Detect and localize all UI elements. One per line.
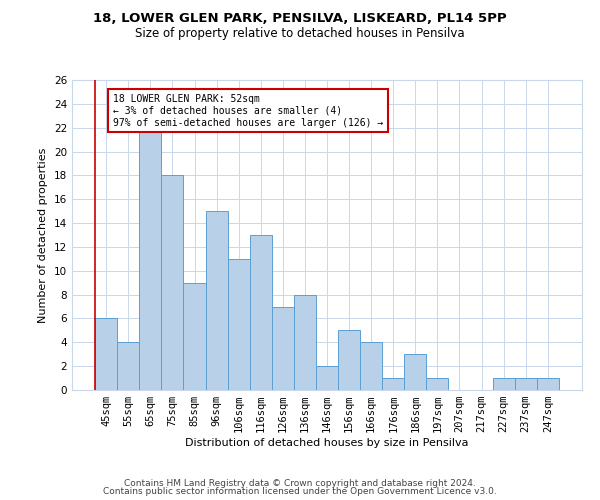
Bar bbox=[250, 235, 272, 390]
Bar bbox=[493, 378, 515, 390]
Bar bbox=[537, 378, 559, 390]
Bar bbox=[515, 378, 537, 390]
Bar bbox=[360, 342, 382, 390]
Bar bbox=[227, 259, 250, 390]
X-axis label: Distribution of detached houses by size in Pensilva: Distribution of detached houses by size … bbox=[185, 438, 469, 448]
Bar bbox=[206, 211, 227, 390]
Bar bbox=[382, 378, 404, 390]
Bar bbox=[95, 318, 117, 390]
Bar bbox=[272, 306, 294, 390]
Text: Contains HM Land Registry data © Crown copyright and database right 2024.: Contains HM Land Registry data © Crown c… bbox=[124, 478, 476, 488]
Bar bbox=[161, 176, 184, 390]
Text: Contains public sector information licensed under the Open Government Licence v3: Contains public sector information licen… bbox=[103, 487, 497, 496]
Text: 18, LOWER GLEN PARK, PENSILVA, LISKEARD, PL14 5PP: 18, LOWER GLEN PARK, PENSILVA, LISKEARD,… bbox=[93, 12, 507, 26]
Y-axis label: Number of detached properties: Number of detached properties bbox=[38, 148, 49, 322]
Text: Size of property relative to detached houses in Pensilva: Size of property relative to detached ho… bbox=[135, 28, 465, 40]
Bar bbox=[184, 282, 206, 390]
Bar bbox=[316, 366, 338, 390]
Bar bbox=[117, 342, 139, 390]
Bar bbox=[427, 378, 448, 390]
Bar bbox=[338, 330, 360, 390]
Text: 18 LOWER GLEN PARK: 52sqm
← 3% of detached houses are smaller (4)
97% of semi-de: 18 LOWER GLEN PARK: 52sqm ← 3% of detach… bbox=[113, 94, 383, 128]
Bar bbox=[294, 294, 316, 390]
Bar bbox=[404, 354, 427, 390]
Bar bbox=[139, 128, 161, 390]
